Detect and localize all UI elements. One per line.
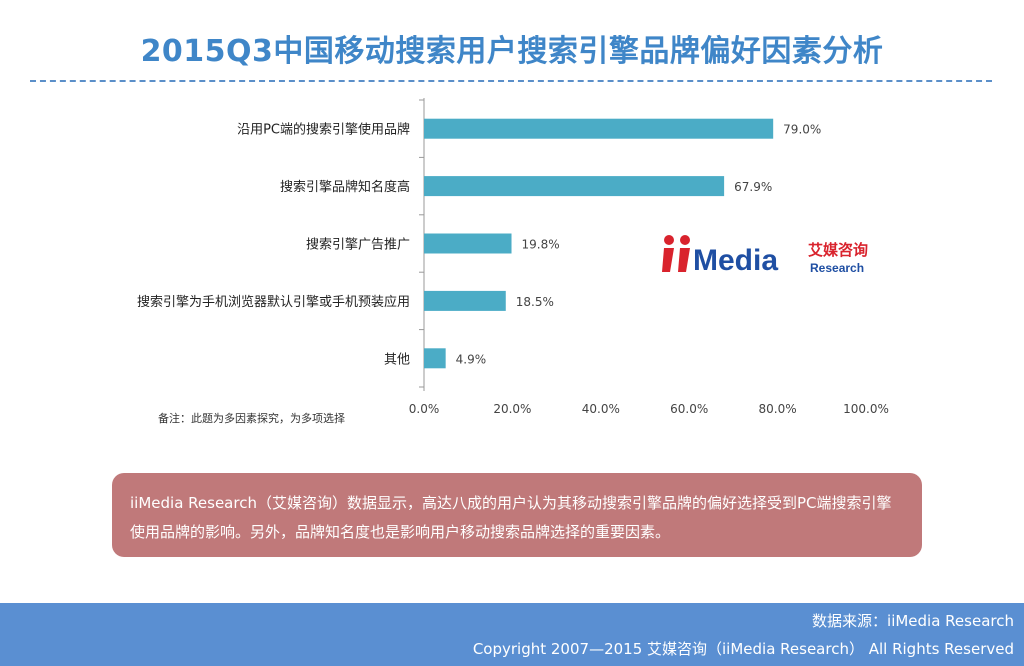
iimedia-logo: Media 艾媒咨询 Research: [662, 235, 868, 276]
logo-sub-text: Research: [810, 261, 864, 275]
summary-box: iiMedia Research（艾媒咨询）数据显示，高达八成的用户认为其移动搜…: [112, 473, 922, 557]
x-tick-label: 100.0%: [843, 402, 889, 416]
category-label: 搜索引擎品牌知名度高: [280, 179, 410, 195]
logo-cn-text: 艾媒咨询: [808, 241, 868, 259]
data-label: 4.9%: [456, 352, 487, 366]
footer-source: 数据来源：iiMedia Research: [812, 612, 1014, 630]
footer-bar: 数据来源：iiMedia Research Copyright 2007—201…: [0, 603, 1024, 666]
category-label: 其他: [384, 352, 410, 367]
x-tick-label: 40.0%: [582, 402, 620, 416]
x-tick-label: 60.0%: [670, 402, 708, 416]
bar: [424, 176, 725, 197]
data-label: 79.0%: [783, 123, 821, 137]
data-label: 18.5%: [516, 295, 554, 309]
logo-brand-text: Media: [693, 244, 778, 276]
logo-mark-icon: [662, 235, 690, 272]
data-label: 19.8%: [522, 238, 560, 252]
bar: [424, 290, 506, 311]
bar: [424, 233, 512, 254]
bar-chart: 沿用PC端的搜索引擎使用品牌 79.0% 搜索引擎品牌知名度高 67.9% 搜索引擎广告…: [137, 98, 889, 416]
chart-title: 2015Q3中国移动搜索用户搜索引擎品牌偏好因素分析: [140, 34, 884, 69]
data-label: 67.9%: [734, 180, 772, 194]
footer-copyright: Copyright 2007—2015 艾媒咨询（iiMedia Researc…: [472, 640, 1014, 658]
summary-text: iiMedia Research（艾媒咨询）数据显示，高达八成的用户认为其移动搜…: [130, 494, 892, 541]
title-divider: [30, 80, 992, 82]
bar: [424, 118, 774, 139]
bar: [424, 348, 446, 369]
chart-note: 备注：此题为多因素探究，为多项选择: [158, 412, 345, 425]
x-tick-label: 0.0%: [409, 402, 440, 416]
category-label: 搜索引擎为手机浏览器默认引擎或手机预装应用: [137, 294, 410, 310]
category-label: 搜索引擎广告推广: [306, 238, 410, 253]
category-label: 沿用PC端的搜索引擎使用品牌: [237, 122, 410, 138]
x-tick-label: 80.0%: [759, 402, 797, 416]
x-tick-label: 20.0%: [493, 402, 531, 416]
